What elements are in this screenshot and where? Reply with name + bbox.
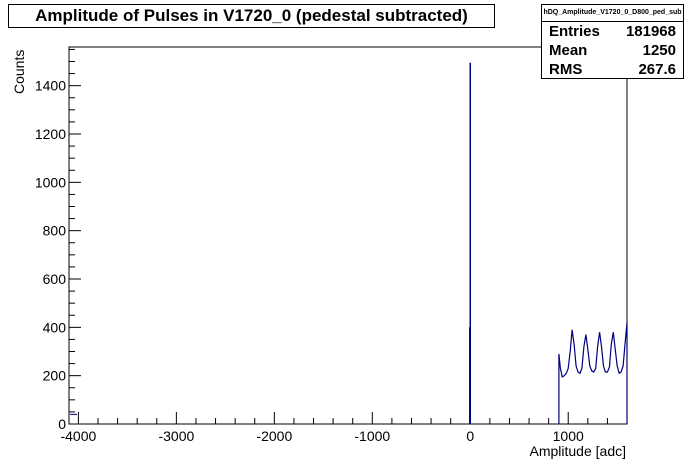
histogram-series-line bbox=[558, 322, 628, 424]
x-tick-label: -1000 bbox=[354, 428, 390, 444]
stats-label: RMS bbox=[549, 61, 583, 78]
y-tick-label: 200 bbox=[43, 368, 67, 384]
x-tick-label: -2000 bbox=[256, 428, 292, 444]
stats-row-rms: RMS 267.6 bbox=[542, 60, 683, 79]
stats-row-entries: Entries 181968 bbox=[542, 22, 683, 41]
plot-frame bbox=[68, 46, 628, 425]
x-tick-label: -4000 bbox=[60, 428, 96, 444]
y-tick-label: 1200 bbox=[35, 126, 66, 142]
stats-value: 1250 bbox=[642, 42, 676, 59]
stats-row-mean: Mean 1250 bbox=[542, 41, 683, 60]
stats-label: Entries bbox=[549, 23, 600, 40]
x-tick-label: -3000 bbox=[158, 428, 194, 444]
y-tick-label: 1000 bbox=[35, 174, 66, 190]
y-tick-label: 800 bbox=[43, 223, 67, 239]
chart-title: Amplitude of Pulses in V1720_0 (pedestal… bbox=[8, 4, 495, 28]
stats-box: hDQ_Amplitude_V1720_0_D800_ped_sub Entri… bbox=[541, 4, 684, 79]
y-tick-label: 0 bbox=[58, 416, 66, 432]
stats-value: 267.6 bbox=[638, 61, 676, 78]
y-tick-label: 400 bbox=[43, 319, 67, 335]
stats-value: 181968 bbox=[625, 23, 676, 40]
stats-histogram-name: hDQ_Amplitude_V1720_0_D800_ped_sub bbox=[542, 5, 683, 22]
x-tick-label: 0 bbox=[466, 428, 474, 444]
stats-label: Mean bbox=[549, 42, 588, 59]
y-tick-label: 1400 bbox=[35, 78, 66, 94]
y-tick-label: 600 bbox=[43, 271, 67, 287]
x-axis-label: Amplitude [adc] bbox=[530, 443, 627, 459]
y-axis-label: Counts bbox=[11, 50, 27, 94]
x-tick-label: 1000 bbox=[553, 428, 584, 444]
